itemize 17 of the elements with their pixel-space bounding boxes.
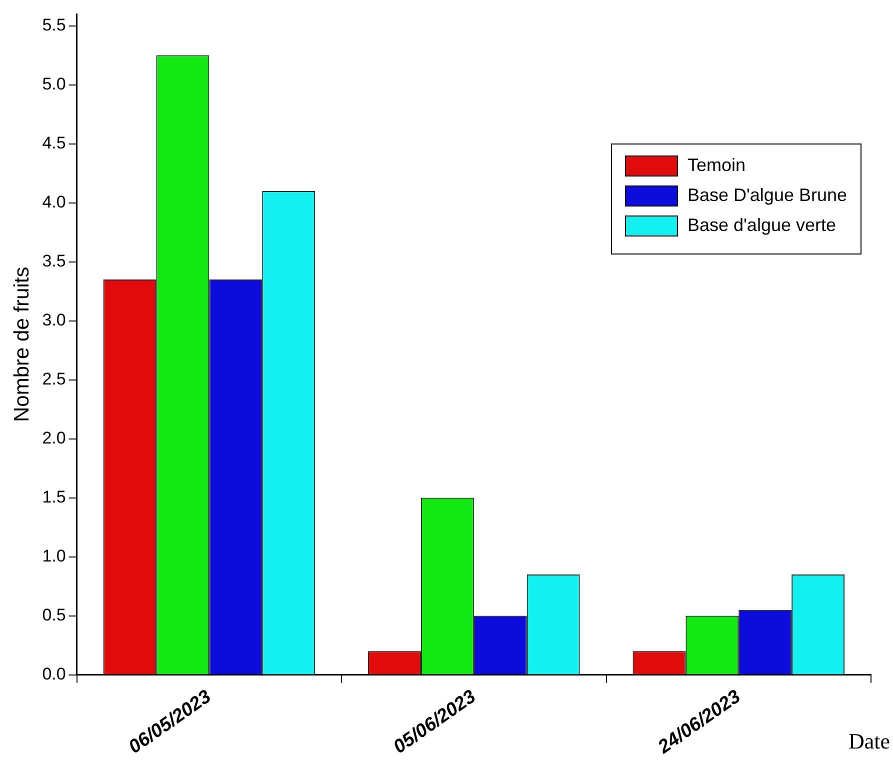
y-tick-label: 0.5 (42, 605, 66, 624)
legend-label: Temoin (687, 154, 746, 175)
y-axis-title: Nombre de fruits (10, 266, 34, 422)
y-tick-label: 0.0 (42, 664, 66, 684)
y-tick-label: 5.5 (42, 15, 66, 34)
y-tick-label: 1.0 (42, 546, 66, 566)
y-tick-label: 2.5 (42, 369, 66, 388)
y-tick-label: 1.5 (42, 487, 66, 506)
y-tick-label: 4.5 (42, 133, 66, 152)
x-axis-title: Date (848, 728, 890, 754)
legend-label: Base d'algue verte (687, 214, 836, 235)
legend-label: Base D'algue Brune (687, 184, 848, 205)
y-tick-label: 2.0 (42, 428, 66, 448)
y-tick-label: 3.5 (42, 251, 66, 270)
y-tick-label: 5.0 (42, 74, 66, 94)
y-tick-label: 3.0 (42, 310, 66, 330)
y-tick-label: 4.0 (42, 192, 66, 212)
